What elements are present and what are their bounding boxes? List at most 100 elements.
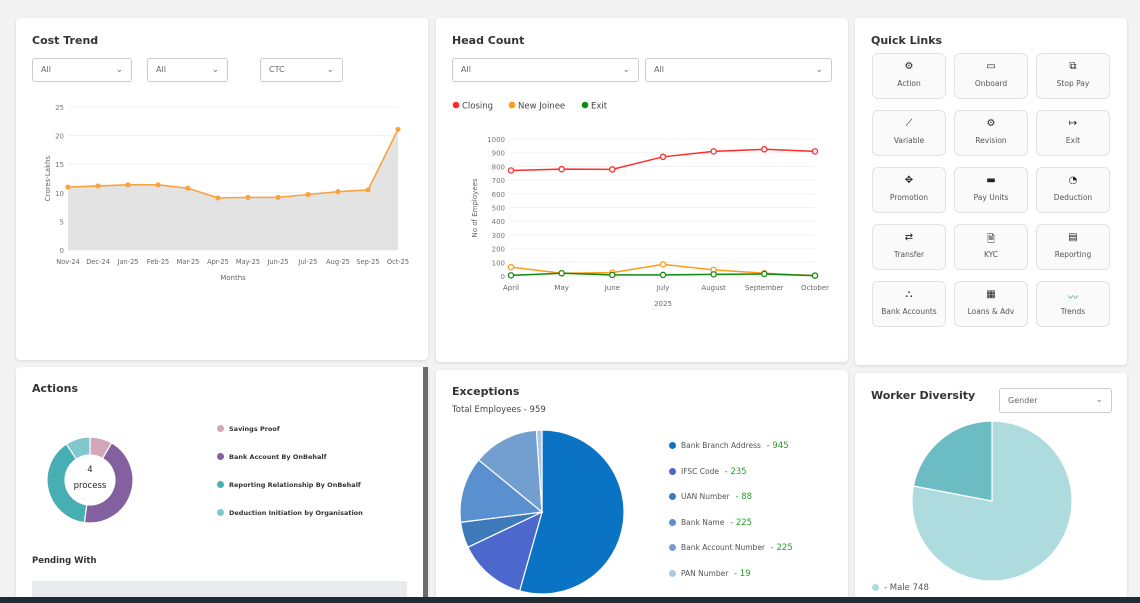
x-tick-label: Mar-25 xyxy=(177,258,200,266)
actions-legend-item[interactable]: Savings Proof xyxy=(217,425,280,433)
data-point xyxy=(609,271,616,279)
exceptions-legend-item[interactable]: IFSC Code - 235 xyxy=(669,467,747,477)
data-point xyxy=(710,148,717,155)
quick-link-label: Loans & Adv xyxy=(967,307,1015,316)
y-tick-label: 25 xyxy=(55,104,64,112)
quick-link-label: Onboard xyxy=(974,79,1008,88)
legend-label: UAN Number xyxy=(681,492,730,501)
legend-value: 945 xyxy=(772,441,789,451)
quick-links-card: Quick Links ⚙ Action ▭ Onboard ⧉ Stop Pay ⟋ Var… xyxy=(855,18,1127,365)
quick-link-kyc[interactable]: 🗎 KYC xyxy=(954,224,1028,270)
x-tick-label: May xyxy=(554,284,568,292)
legend-dot xyxy=(669,442,676,449)
pie-slice-deduction-initiation-by-organisation xyxy=(65,436,91,460)
exit-icon: ↦ xyxy=(1068,118,1078,129)
data-point xyxy=(761,146,768,153)
quick-link-action[interactable]: ⚙ Action xyxy=(872,53,946,99)
cost-trend-title: Cost Trend xyxy=(32,34,99,47)
reporting-icon: ▤ xyxy=(1068,232,1078,243)
exceptions-legend-item[interactable]: UAN Number - 88 xyxy=(669,492,752,502)
actions-legend-item[interactable]: Deduction Initiation by Organisation xyxy=(217,509,363,517)
pie-slice xyxy=(912,420,993,502)
quick-link-pay-units[interactable]: ▬ Pay Units xyxy=(954,167,1028,213)
exceptions-legend-item[interactable]: Bank Name - 225 xyxy=(669,518,752,528)
x-axis-label: Months xyxy=(220,274,246,282)
legend-dot xyxy=(217,453,224,460)
exceptions-legend-item[interactable]: Bank Account Number - 225 xyxy=(669,543,793,553)
pay-units-icon: ▬ xyxy=(986,175,996,186)
chevron-down-icon: ⌄ xyxy=(1095,395,1103,405)
action-icon: ⚙ xyxy=(904,61,914,72)
quick-link-trends[interactable]: 〰 Trends xyxy=(1036,281,1110,327)
process-label: process xyxy=(73,481,107,491)
exceptions-title: Exceptions xyxy=(452,385,520,398)
actions-scrollbar[interactable] xyxy=(423,367,428,599)
data-point xyxy=(335,189,341,195)
diversity-legend-item[interactable]: - Male 748 xyxy=(872,583,929,593)
x-tick-label: August xyxy=(701,284,726,292)
actions-legend-item[interactable]: Bank Account By OnBehalf xyxy=(217,453,326,461)
variable-chart-icon: ⟋ xyxy=(905,118,913,129)
head-filter-1-value: All xyxy=(461,65,471,74)
legend-label: Deduction Initiation by Organisation xyxy=(229,509,363,517)
cost-filter-ctc[interactable]: CTC ⌄ xyxy=(260,58,343,82)
exceptions-pie-chart xyxy=(459,429,625,595)
x-tick-label: Jan-25 xyxy=(117,258,139,266)
quick-link-reporting[interactable]: ▤ Reporting xyxy=(1036,224,1110,270)
legend-value: 19 xyxy=(739,568,751,579)
quick-link-loans-adv[interactable]: ▦ Loans & Adv xyxy=(954,281,1028,327)
exceptions-legend-item[interactable]: Bank Branch Address - 945 xyxy=(669,441,789,451)
quick-link-bank-accounts[interactable]: ⛬ Bank Accounts xyxy=(872,281,946,327)
quick-link-revision[interactable]: ⚙ Revision xyxy=(954,110,1028,156)
legend-dot xyxy=(452,101,460,109)
legend-label: Closing xyxy=(462,102,493,112)
quick-link-onboard[interactable]: ▭ Onboard xyxy=(954,53,1028,99)
data-point xyxy=(185,185,191,191)
legend-label: IFSC Code xyxy=(681,466,719,476)
x-axis-label: 2025 xyxy=(654,300,672,308)
x-tick-label: July xyxy=(656,284,670,292)
actions-title: Actions xyxy=(32,382,78,395)
quick-link-deduction[interactable]: ◔ Deduction xyxy=(1036,167,1110,213)
y-tick-label: 200 xyxy=(492,246,505,254)
exceptions-legend-item[interactable]: PAN Number - 19 xyxy=(669,569,751,579)
quick-link-transfer[interactable]: ⇄ Transfer xyxy=(872,224,946,270)
data-point xyxy=(659,261,667,268)
pending-with-title: Pending With xyxy=(32,556,97,566)
legend-dot xyxy=(669,493,676,500)
y-tick-label: 900 xyxy=(492,150,505,158)
quick-link-stop-pay[interactable]: ⧉ Stop Pay xyxy=(1036,53,1110,99)
legend-dot xyxy=(217,509,224,516)
head-filter-2[interactable]: All ⌄ xyxy=(645,58,832,82)
y-tick-label: 0 xyxy=(501,273,505,281)
kyc-icon: 🗎 xyxy=(986,234,996,245)
quick-link-promotion[interactable]: ✥ Promotion xyxy=(872,167,946,213)
x-tick-label: September xyxy=(745,284,784,292)
data-point xyxy=(609,166,616,173)
quick-link-exit[interactable]: ↦ Exit xyxy=(1036,110,1110,156)
data-point xyxy=(155,182,161,188)
y-tick-label: 100 xyxy=(492,259,505,267)
legend-dot xyxy=(581,101,589,109)
head-filter-1[interactable]: All ⌄ xyxy=(452,58,639,82)
chevron-down-icon: ⌄ xyxy=(211,65,219,75)
cost-filter-2[interactable]: All ⌄ xyxy=(147,58,228,82)
y-tick-label: 1000 xyxy=(487,136,505,144)
quick-link-label: Bank Accounts xyxy=(881,307,937,316)
data-point xyxy=(761,270,768,278)
bank-accounts-icon: ⛬ xyxy=(905,289,913,300)
head-filter-2-value: All xyxy=(654,65,664,74)
data-point xyxy=(95,183,101,189)
quick-link-variable[interactable]: ⟋ Variable xyxy=(872,110,946,156)
pie-slice-bank-name xyxy=(459,459,544,523)
cost-line xyxy=(67,128,399,199)
legend-label: PAN Number xyxy=(681,568,729,578)
legend-label: Bank Account Number xyxy=(681,543,766,552)
stop-pay-icon: ⧉ xyxy=(1069,61,1077,72)
actions-legend-item[interactable]: Reporting Relationship By OnBehalf xyxy=(217,481,361,489)
cost-filter-1[interactable]: All ⌄ xyxy=(32,58,132,82)
worker-diversity-title: Worker Diversity xyxy=(871,389,976,402)
y-tick-label: 15 xyxy=(55,161,64,169)
diversity-filter[interactable]: Gender ⌄ xyxy=(999,388,1112,413)
